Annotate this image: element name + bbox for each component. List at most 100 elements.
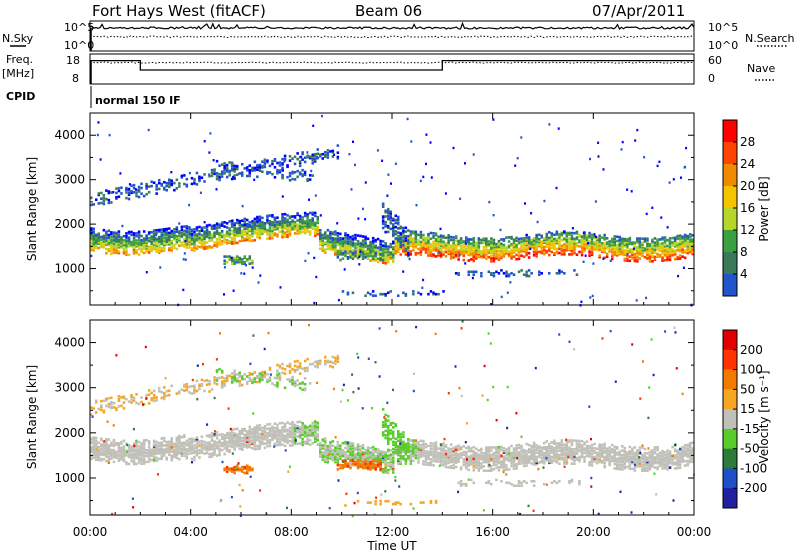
range-gate-cell: [570, 238, 574, 242]
range-gate-cell: [127, 451, 131, 454]
range-gate-cell: [661, 256, 664, 259]
range-gate-cell: [276, 233, 279, 236]
range-gate-cell: [515, 448, 518, 451]
range-gate-cell: [497, 246, 501, 250]
range-gate-cell: [306, 155, 309, 159]
range-gate-cell: [253, 230, 257, 233]
range-gate-cell: [485, 253, 488, 256]
range-gate-cell: [185, 246, 189, 249]
range-gate-cell: [421, 286, 424, 289]
range-gate-cell: [185, 236, 189, 239]
range-gate-cell: [253, 433, 257, 437]
range-gate-cell: [175, 450, 179, 454]
range-gate-cell: [120, 241, 123, 245]
range-gate-cell: [110, 457, 113, 460]
range-gate-cell: [301, 226, 304, 229]
range-gate-cell: [424, 251, 428, 254]
range-gate-cell: [120, 237, 123, 241]
range-gate-cell: [180, 450, 184, 453]
range-gate-cell: [321, 451, 324, 454]
range-gate-cell: [532, 241, 536, 244]
range-gate-cell: [487, 243, 491, 246]
range-gate-cell: [379, 248, 382, 251]
range-gate-cell: [155, 229, 158, 232]
range-gate-cell: [344, 233, 347, 237]
range-gate-cell: [215, 230, 219, 234]
range-gate-cell: [444, 242, 448, 245]
range-gate-cell: [147, 451, 151, 455]
range-gate-cell: [492, 250, 496, 253]
range-gate-cell: [283, 422, 287, 426]
range-gate-cell: [329, 441, 332, 444]
range-gate-cell: [152, 449, 156, 453]
range-gate-cell: [404, 449, 408, 452]
range-gate-cell: [220, 172, 224, 176]
range-gate-cell: [238, 431, 241, 434]
range-gate-cell: [319, 443, 322, 447]
range-gate-cell: [314, 223, 317, 226]
range-gate-cell: [459, 456, 463, 459]
range-gate-cell: [193, 444, 196, 447]
range-gate-cell: [185, 243, 189, 247]
range-gate-cell: [683, 239, 687, 242]
range-gate-cell: [384, 455, 387, 458]
range-gate-cell: [190, 176, 194, 180]
range-gate-cell: [407, 237, 410, 240]
range-gate-cell: [246, 222, 249, 226]
range-gate-cell: [374, 248, 377, 252]
range-gate-cell: [449, 252, 453, 256]
range-gate-cell: [376, 452, 380, 456]
range-gate-cell: [145, 460, 148, 464]
range-gate-cell: [213, 434, 216, 438]
range-gate-cell: [150, 240, 153, 244]
range-gate-cell: [374, 245, 377, 249]
range-gate-cell: [663, 236, 667, 239]
range-gate-cell: [442, 453, 445, 457]
range-gate-cell: [112, 248, 116, 251]
range-gate-cell: [97, 242, 100, 245]
range-gate-cell: [500, 454, 503, 457]
range-gate-cell: [165, 184, 168, 188]
range-gate-cell: [475, 456, 478, 459]
range-gate-cell: [618, 251, 621, 254]
range-gate-cell: [158, 230, 161, 233]
range-gate-cell: [140, 450, 143, 454]
range-gate-cell: [321, 157, 324, 160]
range-gate-cell: [600, 246, 604, 249]
colorbar-tick-label: 16: [740, 201, 755, 215]
range-gate-cell: [475, 460, 478, 464]
range-gate-cell: [532, 251, 536, 254]
range-gate-cell: [140, 248, 143, 252]
range-gate-cell: [419, 236, 423, 240]
range-gate-cell: [132, 250, 136, 254]
range-gate-cell: [412, 440, 415, 444]
range-gate-cell: [379, 246, 382, 250]
range-gate-cell: [497, 242, 501, 246]
range-gate-cell: [459, 247, 463, 250]
range-gate-cell: [185, 442, 189, 445]
range-gate-cell: [447, 244, 450, 247]
range-gate-cell: [459, 446, 463, 449]
range-gate-cell: [308, 174, 312, 177]
range-gate-cell: [384, 242, 387, 245]
range-gate-cell: [125, 442, 128, 445]
range-gate-cell: [356, 242, 360, 246]
range-gate-cell: [442, 448, 445, 451]
range-gate-cell: [500, 252, 503, 255]
range-gate-cell: [573, 251, 576, 255]
range-gate-cell: [475, 255, 478, 259]
range-gate-cell: [160, 235, 163, 239]
range-gate-cell: [510, 454, 513, 458]
range-gate-cell: [220, 437, 224, 440]
range-gate-cell: [140, 449, 143, 452]
range-gate-cell: [452, 247, 455, 251]
range-gate-cell: [505, 468, 508, 471]
range-gate-cell: [334, 237, 337, 240]
range-gate-cell: [142, 443, 146, 446]
range-gate-cell: [122, 243, 126, 246]
range-gate-cell: [316, 148, 319, 151]
range-gate-cell: [241, 236, 244, 240]
range-gate-cell: [258, 236, 262, 240]
range-gate-cell: [497, 258, 501, 261]
range-gate-cell: [678, 257, 682, 260]
